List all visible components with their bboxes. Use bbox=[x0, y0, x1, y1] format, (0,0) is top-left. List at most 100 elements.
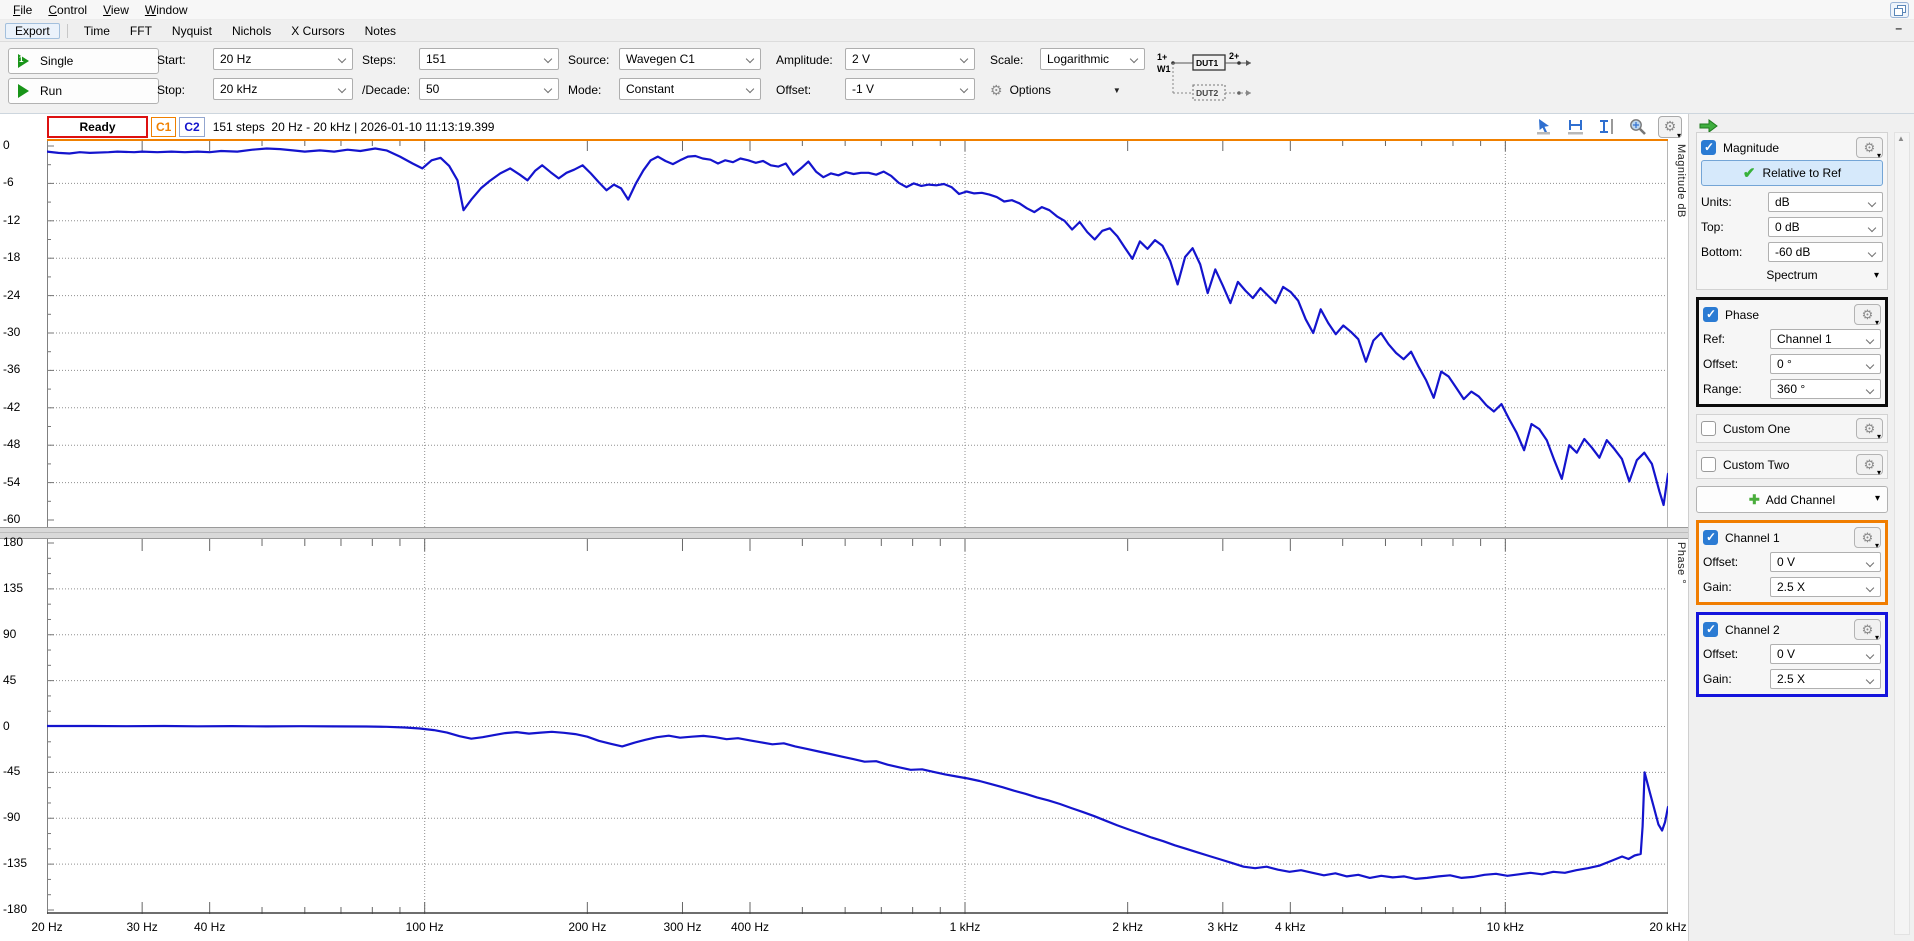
custom-one-gear-icon[interactable] bbox=[1856, 418, 1883, 441]
options-label: Options bbox=[1009, 83, 1051, 97]
mode-label: Mode: bbox=[568, 83, 602, 97]
amplitude-select[interactable]: 2 V bbox=[845, 48, 975, 70]
phase-panel-title: Phase bbox=[1725, 307, 1760, 322]
offset-select[interactable]: -1 V bbox=[845, 78, 975, 100]
view-toolbar-items: Export Time FFT Nyquist Nichols X Cursors Note… bbox=[5, 22, 405, 39]
zoom-icon[interactable] bbox=[1627, 117, 1649, 137]
single-button[interactable]: Single bbox=[8, 48, 159, 74]
channel1-gear-icon[interactable] bbox=[1854, 527, 1881, 550]
channel2-gain-select[interactable]: 2.5 X bbox=[1770, 668, 1881, 689]
add-channel-button[interactable]: Add Channel bbox=[1696, 486, 1888, 513]
y-tick-label: -54 bbox=[3, 474, 21, 489]
units-label: Units: bbox=[1701, 194, 1732, 209]
tab-time[interactable]: Time bbox=[83, 23, 110, 38]
y-tick-label: 180 bbox=[3, 535, 24, 549]
menu-view[interactable]: View bbox=[103, 2, 129, 17]
custom-one-title: Custom One bbox=[1723, 421, 1791, 436]
toolbar-separator bbox=[66, 23, 68, 38]
pointer-cursor-icon[interactable] bbox=[1534, 117, 1556, 137]
magnitude-panel: Magnitude Relative to Ref Units: dB Top:… bbox=[1696, 132, 1888, 290]
tab-export[interactable]: Export bbox=[5, 22, 60, 39]
sweep-info-text: 151 steps 20 Hz - 20 kHz | 2026-01-10 11… bbox=[212, 119, 495, 134]
range-label: Range: bbox=[1703, 381, 1742, 396]
channel2-checkbox[interactable] bbox=[1703, 622, 1718, 637]
options-button[interactable]: Options bbox=[990, 78, 1140, 102]
stop-select[interactable]: 20 kHz bbox=[213, 78, 353, 100]
source-select[interactable]: Wavegen C1 bbox=[619, 48, 761, 70]
y-tick-label: -6 bbox=[3, 175, 14, 190]
svg-text:DUT2: DUT2 bbox=[1196, 88, 1218, 98]
options-gear-icon bbox=[990, 82, 1003, 99]
magnitude-plot[interactable] bbox=[47, 139, 1668, 527]
phase-gear-icon[interactable] bbox=[1854, 304, 1881, 327]
horizontal-cursors-icon[interactable] bbox=[1565, 117, 1587, 137]
channel2-gear-icon[interactable] bbox=[1854, 619, 1881, 642]
channel2-chip[interactable]: C2 bbox=[179, 116, 205, 137]
source-label: Source: bbox=[568, 53, 610, 67]
steps-select[interactable]: 151 bbox=[419, 48, 559, 70]
workspace: Ready C1 C2 151 steps 20 Hz - 20 kHz | 2… bbox=[0, 114, 1914, 941]
channel1-gain-select[interactable]: 2.5 X bbox=[1770, 576, 1881, 597]
channel2-offset-select[interactable]: 0 V bbox=[1770, 643, 1881, 664]
channel1-chip[interactable]: C1 bbox=[151, 116, 177, 137]
tab-nichols[interactable]: Nichols bbox=[231, 23, 272, 38]
y-tick-label: -12 bbox=[3, 212, 21, 227]
custom-one-checkbox[interactable] bbox=[1701, 421, 1716, 436]
phase-plot[interactable] bbox=[47, 539, 1668, 914]
plot-splitter[interactable] bbox=[0, 527, 1688, 539]
x-tick-label: 200 Hz bbox=[568, 920, 607, 934]
top-select[interactable]: 0 dB bbox=[1768, 216, 1883, 237]
detach-arrow-icon[interactable] bbox=[1699, 119, 1719, 133]
x-tick-label: 30 Hz bbox=[126, 920, 158, 934]
custom-two-gear-icon[interactable] bbox=[1856, 454, 1883, 477]
play-run-icon bbox=[18, 84, 31, 98]
start-label: Start: bbox=[157, 53, 186, 67]
channel1-offset-select[interactable]: 0 V bbox=[1770, 551, 1881, 572]
tab-x-cursors[interactable]: X Cursors bbox=[291, 23, 345, 38]
plot-tools bbox=[1534, 115, 1688, 140]
plot-settings-gear-icon[interactable] bbox=[1658, 115, 1682, 140]
x-tick-label: 4 kHz bbox=[1274, 920, 1306, 934]
bottom-select[interactable]: -60 dB bbox=[1768, 241, 1883, 262]
scale-select[interactable]: Logarithmic bbox=[1040, 48, 1145, 70]
tab-fft[interactable]: FFT bbox=[129, 23, 152, 38]
phase-checkbox[interactable] bbox=[1703, 307, 1718, 322]
x-tick-label: 300 Hz bbox=[663, 920, 702, 934]
top-label: Top: bbox=[1701, 219, 1724, 234]
magnitude-checkbox[interactable] bbox=[1701, 140, 1716, 155]
ref-label: Ref: bbox=[1703, 331, 1726, 346]
sidebar-scrollbar[interactable] bbox=[1894, 132, 1910, 935]
run-button[interactable]: Run bbox=[8, 78, 159, 104]
per-decade-select[interactable]: 50 bbox=[419, 78, 559, 100]
start-select[interactable]: 20 Hz bbox=[213, 48, 353, 70]
y-tick-label: 45 bbox=[3, 672, 17, 687]
channel1-offset-label: Offset: bbox=[1703, 554, 1739, 569]
collapse-toolbar-icon[interactable] bbox=[1895, 21, 1902, 35]
run-button-label: Run bbox=[40, 84, 63, 98]
vertical-cursors-icon[interactable] bbox=[1596, 117, 1618, 137]
x-tick-label: 100 Hz bbox=[405, 920, 444, 934]
relative-to-ref-button[interactable]: Relative to Ref bbox=[1701, 160, 1883, 186]
magnitude-gear-icon[interactable] bbox=[1856, 137, 1883, 160]
spectrum-section-toggle[interactable]: Spectrum bbox=[1701, 264, 1883, 286]
mode-select[interactable]: Constant bbox=[619, 78, 761, 100]
channel1-checkbox[interactable] bbox=[1703, 530, 1718, 545]
x-tick-label: 2 kHz bbox=[1112, 920, 1143, 934]
channels-sidebar: Magnitude Relative to Ref Units: dB Top:… bbox=[1688, 114, 1914, 941]
menu-window[interactable]: Window bbox=[144, 2, 188, 17]
svg-text:2+: 2+ bbox=[1229, 51, 1239, 61]
range-select[interactable]: 360 ° bbox=[1770, 378, 1881, 399]
restore-window-icon[interactable] bbox=[1890, 2, 1909, 18]
tab-nyquist[interactable]: Nyquist bbox=[171, 23, 212, 38]
ref-select[interactable]: Channel 1 bbox=[1770, 328, 1881, 349]
custom-two-checkbox[interactable] bbox=[1701, 457, 1716, 472]
channel1-gain-label: Gain: bbox=[1703, 579, 1732, 594]
menu-control[interactable]: Control bbox=[48, 2, 88, 17]
units-select[interactable]: dB bbox=[1768, 191, 1883, 212]
tab-notes[interactable]: Notes bbox=[364, 23, 396, 38]
menu-file[interactable]: File bbox=[13, 2, 33, 17]
x-tick-label: 1 kHz bbox=[949, 920, 981, 934]
phase-offset-select[interactable]: 0 ° bbox=[1770, 353, 1881, 374]
phase-offset-label: Offset: bbox=[1703, 356, 1739, 371]
y-tick-label: 90 bbox=[3, 626, 17, 641]
